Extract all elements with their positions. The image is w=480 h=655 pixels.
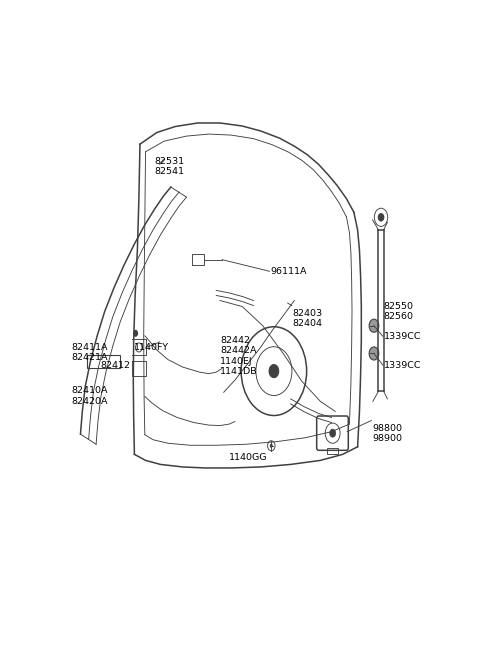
Circle shape xyxy=(330,429,336,437)
Text: 1339CC: 1339CC xyxy=(384,360,421,369)
Text: 1339CC: 1339CC xyxy=(384,332,421,341)
Circle shape xyxy=(369,347,379,360)
Circle shape xyxy=(269,364,279,378)
Text: 96111A: 96111A xyxy=(270,267,307,276)
Circle shape xyxy=(270,443,273,448)
Text: 1140FY: 1140FY xyxy=(134,343,169,352)
Circle shape xyxy=(378,214,384,221)
Bar xyxy=(87,356,120,367)
Text: 82550
82560: 82550 82560 xyxy=(384,301,414,321)
Bar xyxy=(327,448,338,454)
Text: 82410A
82420A: 82410A 82420A xyxy=(71,386,108,405)
Text: 82403
82404: 82403 82404 xyxy=(292,309,323,329)
Text: 82411A
82421A: 82411A 82421A xyxy=(71,343,108,362)
Text: 82442
82442A
1140EJ
1141DB: 82442 82442A 1140EJ 1141DB xyxy=(220,336,258,376)
Text: 98800
98900: 98800 98900 xyxy=(372,424,402,443)
Text: 82531
82541: 82531 82541 xyxy=(155,157,185,176)
Circle shape xyxy=(133,329,138,337)
Text: 1140GG: 1140GG xyxy=(228,453,267,462)
Text: 82412: 82412 xyxy=(100,361,131,370)
Circle shape xyxy=(369,319,379,332)
